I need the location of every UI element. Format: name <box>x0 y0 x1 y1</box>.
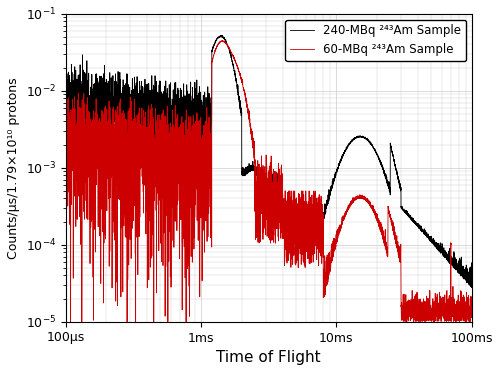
60-MBq ²⁴³Am Sample <box>306 225 312 230</box>
240-MBq ²⁴³Am Sample <box>396 183 402 187</box>
60-MBq ²⁴³Am Sample <box>63 320 69 324</box>
240-MBq ²⁴³Am Sample <box>327 192 333 196</box>
240-MBq ²⁴³Am Sample <box>218 33 224 38</box>
60-MBq ²⁴³Am Sample <box>218 39 224 44</box>
240-MBq ²⁴³Am Sample <box>62 102 68 106</box>
Y-axis label: Counts/µs/1.79×10¹⁰ protons: Counts/µs/1.79×10¹⁰ protons <box>7 77 20 259</box>
60-MBq ²⁴³Am Sample <box>327 263 333 267</box>
240-MBq ²⁴³Am Sample <box>366 139 372 143</box>
240-MBq ²⁴³Am Sample <box>136 109 142 114</box>
60-MBq ²⁴³Am Sample <box>220 39 226 43</box>
240-MBq ²⁴³Am Sample <box>468 285 474 290</box>
60-MBq ²⁴³Am Sample <box>136 156 142 161</box>
240-MBq ²⁴³Am Sample <box>306 218 312 222</box>
60-MBq ²⁴³Am Sample <box>366 201 372 205</box>
Line: 240-MBq ²⁴³Am Sample: 240-MBq ²⁴³Am Sample <box>66 35 472 288</box>
Line: 60-MBq ²⁴³Am Sample: 60-MBq ²⁴³Am Sample <box>66 41 472 322</box>
Legend: 240-MBq ²⁴³Am Sample, 60-MBq ²⁴³Am Sample: 240-MBq ²⁴³Am Sample, 60-MBq ²⁴³Am Sampl… <box>286 20 466 61</box>
60-MBq ²⁴³Am Sample <box>469 299 475 304</box>
X-axis label: Time of Flight: Time of Flight <box>216 350 321 365</box>
60-MBq ²⁴³Am Sample <box>396 244 402 249</box>
240-MBq ²⁴³Am Sample <box>218 33 224 38</box>
60-MBq ²⁴³Am Sample <box>62 209 68 214</box>
240-MBq ²⁴³Am Sample <box>469 277 475 282</box>
